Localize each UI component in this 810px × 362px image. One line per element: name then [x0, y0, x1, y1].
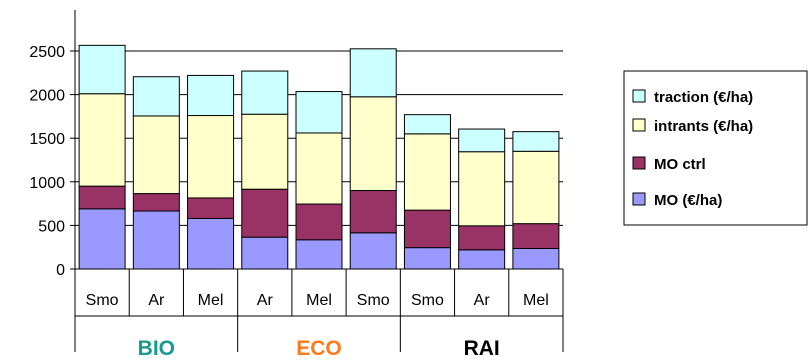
legend-box	[623, 70, 808, 226]
bar-segment-3-cat-4	[241, 113, 289, 190]
legend-swatch	[632, 89, 646, 103]
y-tick-label: 2500	[29, 44, 65, 61]
y-tick-label: 0	[56, 262, 65, 279]
bar-segment-1-cat-4	[241, 236, 289, 270]
bar-segment-1-cat-7	[403, 247, 451, 270]
bar-segment-4-cat-1	[78, 44, 126, 95]
category-label: Ar	[474, 292, 491, 309]
bar-segment-1-cat-8	[458, 249, 506, 270]
bar-segment-4-cat-4	[241, 70, 289, 115]
category-label: Ar	[257, 292, 274, 309]
legend: traction (€/ha) intrants (€/ha) MO ctrl MO …	[623, 70, 808, 226]
group-labels: BIO ECO RAI	[138, 337, 500, 360]
bar-segment-2-cat-4	[241, 188, 289, 238]
category-label: Mel	[198, 292, 224, 309]
bar-segment-2-cat-7	[403, 209, 451, 249]
bar-segment-3-cat-2	[132, 115, 180, 195]
category-label: Ar	[148, 292, 165, 309]
bar-segment-3-cat-5	[295, 132, 343, 205]
axes	[70, 10, 564, 352]
bar-segment-2-cat-8	[458, 225, 506, 251]
legend-label: MO (€/ha)	[654, 192, 722, 209]
bar-segment-1-cat-2	[132, 210, 180, 270]
category-label: Smo	[86, 292, 119, 309]
bar-segment-2-cat-1	[78, 185, 126, 210]
bar-segment-3-cat-9	[512, 150, 560, 225]
bar-segment-4-cat-2	[132, 76, 180, 117]
category-label: Smo	[357, 292, 390, 309]
bar-segment-3-cat-8	[458, 151, 506, 227]
bar-segment-3-cat-7	[403, 133, 451, 211]
group-label-bio: BIO	[138, 337, 175, 360]
category-labels: Smo Ar Mel Ar Mel Smo Smo Ar Mel	[86, 292, 549, 309]
bar-segment-4-cat-5	[295, 91, 343, 134]
y-tick-label: 2000	[29, 88, 65, 105]
group-label-rai: RAI	[464, 337, 500, 360]
bar-segment-1-cat-5	[295, 239, 343, 270]
bar-segment-4-cat-3	[187, 74, 235, 117]
bar-segment-1-cat-6	[349, 232, 397, 270]
y-tick-labels: 0 500 1000 1500 2000 2500	[29, 44, 65, 279]
bar-segment-3-cat-6	[349, 96, 397, 192]
legend-swatch	[632, 156, 646, 170]
y-tick-label: 1500	[29, 131, 65, 148]
y-tick-label: 500	[38, 218, 65, 235]
legend-swatch	[632, 118, 646, 132]
bar-segment-4-cat-6	[349, 48, 397, 98]
bar-segment-2-cat-3	[187, 197, 235, 219]
bar-segment-1-cat-1	[78, 208, 126, 270]
bar-segment-2-cat-9	[512, 223, 560, 250]
bar-segment-2-cat-5	[295, 203, 343, 241]
legend-label: traction (€/ha)	[654, 89, 753, 106]
bars	[78, 44, 560, 270]
bar-segment-3-cat-3	[187, 115, 235, 199]
legend-swatch	[632, 192, 646, 206]
bar-segment-4-cat-7	[403, 114, 451, 135]
bar-segment-4-cat-8	[458, 128, 506, 153]
y-tick-label: 1000	[29, 175, 65, 192]
bar-segment-1-cat-9	[512, 248, 560, 270]
bar-segment-1-cat-3	[187, 217, 235, 270]
legend-label: intrants (€/ha)	[654, 118, 753, 135]
bar-segment-2-cat-6	[349, 190, 397, 234]
category-label: Mel	[523, 292, 549, 309]
group-label-eco: ECO	[296, 337, 342, 360]
bar-segment-3-cat-1	[78, 93, 126, 187]
bar-segment-4-cat-9	[512, 131, 560, 152]
category-label: Mel	[306, 292, 332, 309]
legend-label: MO ctrl	[654, 156, 706, 173]
category-label: Smo	[411, 292, 444, 309]
bar-segment-2-cat-2	[132, 193, 180, 212]
